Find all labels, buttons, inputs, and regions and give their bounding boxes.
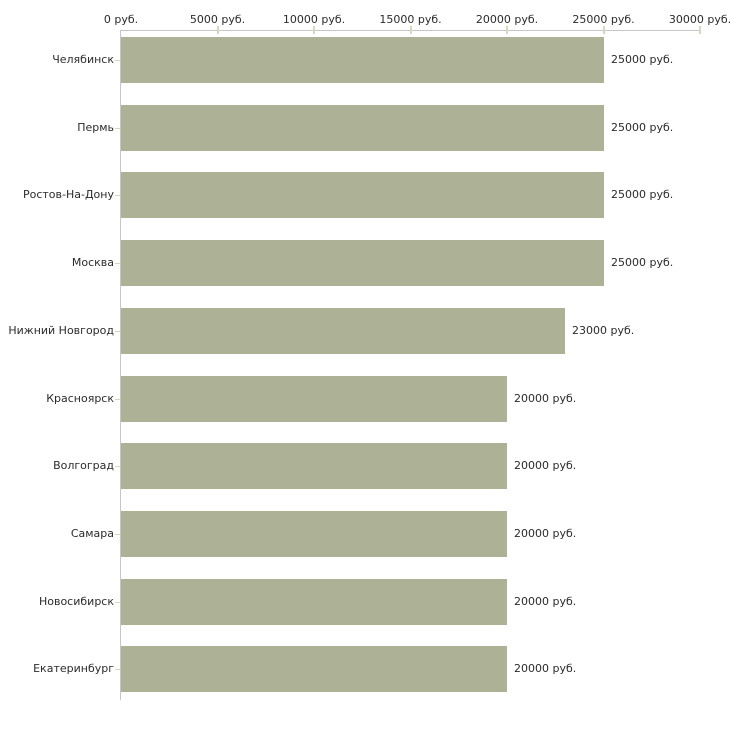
bar-row: Москва 25000 руб. [0,233,730,301]
value-label: 25000 руб. [611,188,674,202]
category-tick-mark [115,533,120,535]
bar-row: Челябинск 25000 руб. [0,30,730,98]
x-axis-tick-label: 5000 руб. [189,13,246,26]
value-label: 20000 руб. [514,594,577,608]
category-tick-mark [115,195,120,197]
x-axis-tick-mark [313,26,315,34]
bar [121,578,507,625]
category-label: Нижний Новгород [8,323,114,337]
value-label: 23000 руб. [572,323,635,337]
bar [121,443,507,490]
value-label: 25000 руб. [611,256,674,270]
bar-row: Красноярск 20000 руб. [0,369,730,437]
x-axis-tick-label: 30000 руб. [668,13,730,26]
category-label: Ростов-На-Дону [22,188,114,202]
y-axis-line [120,30,121,700]
bar-row: Ростов-На-Дону 25000 руб. [0,165,730,233]
bar-row: Екатеринбург 20000 руб. [0,639,730,707]
category-label: Новосибирск [38,594,114,608]
bar [121,240,604,287]
value-label: 20000 руб. [514,526,577,540]
category-label: Самара [70,526,114,540]
x-axis-tick-label: 20000 руб. [475,13,539,26]
category-tick-mark [115,466,120,468]
x-axis-tick-mark [506,26,508,34]
category-label: Екатеринбург [33,662,114,676]
bar-row: Волгоград 20000 руб. [0,436,730,504]
category-label: Пермь [77,120,114,134]
category-tick-mark [115,263,120,265]
category-tick-mark [115,398,120,400]
x-axis-tick-mark [602,26,605,34]
value-label: 25000 руб. [611,120,674,134]
value-label: 25000 руб. [611,53,674,66]
category-label: Челябинск [52,53,114,66]
x-axis-tick-mark [216,26,219,34]
value-label: 20000 руб. [514,391,577,405]
bar [121,104,604,151]
category-label: Волгоград [53,459,114,473]
bar [121,172,604,219]
bar-row: Самара 20000 руб. [0,504,730,572]
category-tick-mark [115,60,120,61]
bar-row: Пермь 25000 руб. [0,98,730,166]
bar [121,646,507,693]
bar [121,510,507,557]
bar [121,37,604,83]
bar [121,375,507,422]
bar-row: Нижний Новгород 23000 руб. [0,301,730,369]
category-label: Красноярск [46,391,114,405]
category-tick-mark [115,669,120,671]
category-tick-mark [115,127,120,129]
x-axis-tick-label: 15000 руб. [379,13,442,26]
bar-row: Новосибирск 20000 руб. [0,572,730,640]
bar [121,307,565,354]
value-label: 20000 руб. [514,662,577,676]
x-axis-tick-mark [409,26,412,34]
category-tick-mark [115,601,120,603]
category-tick-mark [115,330,120,332]
category-label: Москва [71,256,114,270]
value-label: 20000 руб. [514,459,577,473]
x-axis-tick-mark [699,26,701,34]
x-axis-tick-label: 10000 руб. [282,13,346,26]
x-axis-tick-label: 0 руб. [103,13,139,26]
x-axis-tick-label: 25000 руб. [572,13,635,26]
